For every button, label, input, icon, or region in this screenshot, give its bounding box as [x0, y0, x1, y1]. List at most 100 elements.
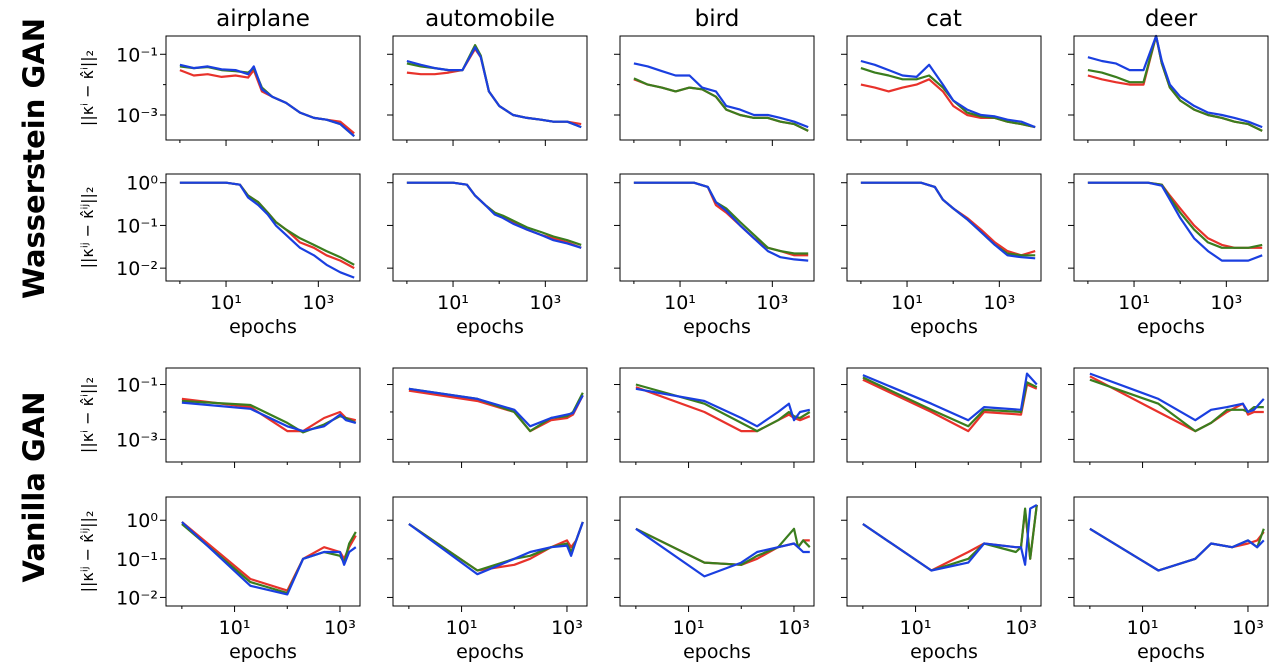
x-axis-label: epochs: [1137, 641, 1205, 663]
series-line-3: [1089, 527, 1265, 572]
column-title-airplane: airplane: [216, 6, 310, 32]
panel-frame: [619, 367, 815, 463]
series-line-3: [860, 59, 1036, 129]
x-tick-label: 10³: [778, 617, 810, 639]
series-line-2: [406, 43, 582, 129]
panel-frame: [165, 35, 361, 141]
panel-frame: [1073, 496, 1269, 607]
series-line-2: [633, 77, 809, 132]
y-tick-label: 10⁻³: [116, 105, 158, 127]
panel-frame: [619, 496, 815, 607]
series-line-3: [862, 372, 1038, 422]
panel-frame: [846, 496, 1042, 607]
series-line-3: [406, 181, 582, 249]
panel-frame: [392, 35, 588, 141]
series-line-3: [635, 527, 810, 578]
panel-frame: [619, 35, 815, 141]
x-tick-label: 10¹: [1127, 617, 1159, 639]
series-line-2: [179, 65, 355, 138]
y-axis-label: ||κⁱ − κ̂ⁱ||₂: [78, 50, 97, 126]
series-line-3: [1089, 372, 1265, 422]
series-line-1: [1087, 181, 1263, 249]
panel-frame: [392, 173, 588, 282]
y-axis-label: ||κⁱʲ − κ̂ⁱʲ||₂: [78, 511, 97, 593]
x-tick-label: 10¹: [900, 617, 932, 639]
x-tick-label: 10³: [756, 292, 788, 314]
series-line-3: [408, 521, 584, 576]
series-line-3: [633, 181, 809, 262]
series-line-3: [179, 181, 355, 279]
series-line-3: [181, 401, 357, 433]
x-axis-label: epochs: [229, 316, 297, 338]
panel-frame: [165, 367, 361, 463]
x-axis-label: epochs: [683, 316, 751, 338]
panel-frame: [165, 496, 361, 607]
column-title-deer: deer: [1145, 6, 1198, 32]
y-tick-label: 10⁻²: [116, 587, 158, 609]
series-line-2: [179, 181, 355, 266]
panel-frame: [619, 173, 815, 282]
x-tick-label: 10¹: [1118, 292, 1150, 314]
x-axis-label: epochs: [683, 641, 751, 663]
series-line-3: [1087, 34, 1263, 129]
x-tick-label: 10³: [529, 292, 561, 314]
x-tick-label: 10¹: [673, 617, 705, 639]
x-tick-label: 10¹: [219, 617, 251, 639]
series-line-2: [1087, 181, 1263, 249]
series-line-2: [862, 376, 1038, 428]
x-axis-label: epochs: [456, 641, 524, 663]
series-line-3: [181, 521, 357, 596]
panel-frame: [1073, 173, 1269, 282]
series-line-3: [406, 46, 582, 129]
x-tick-label: 10¹: [664, 292, 696, 314]
x-tick-label: 10¹: [437, 292, 469, 314]
panel-frame: [1073, 367, 1269, 463]
series-line-2: [181, 523, 357, 595]
panel-frame: [846, 35, 1042, 141]
y-tick-label: 10⁻¹: [116, 44, 158, 66]
y-tick-label: 10⁻³: [116, 429, 158, 451]
x-axis-label: epochs: [910, 641, 978, 663]
series-line-3: [860, 181, 1036, 260]
x-tick-label: 10³: [302, 292, 334, 314]
x-tick-label: 10³: [1005, 617, 1037, 639]
panel-frame: [392, 496, 588, 607]
x-axis-label: epochs: [456, 316, 524, 338]
series-line-3: [635, 387, 811, 428]
series-line-2: [633, 181, 809, 255]
x-tick-label: 10³: [1210, 292, 1242, 314]
y-tick-label: 10⁰: [126, 510, 158, 532]
y-axis-label: ||κⁱʲ − κ̂ⁱʲ||₂: [78, 187, 97, 269]
series-line-1: [406, 47, 582, 126]
x-tick-label: 10³: [1232, 617, 1264, 639]
series-line-1: [860, 181, 1036, 257]
x-axis-label: epochs: [229, 641, 297, 663]
column-title-automobile: automobile: [425, 6, 555, 32]
y-axis-label: ||κⁱ − κ̂ⁱ||₂: [78, 377, 97, 453]
panel-frame: [1073, 35, 1269, 141]
panel-frame: [392, 367, 588, 463]
series-line-2: [1087, 34, 1263, 132]
panel-frame: [846, 173, 1042, 282]
y-tick-label: 10⁻¹: [116, 375, 158, 397]
x-tick-label: 10¹: [891, 292, 923, 314]
column-title-bird: bird: [695, 6, 740, 32]
series-line-2: [1089, 378, 1264, 433]
x-tick-label: 10¹: [210, 292, 242, 314]
x-tick-label: 10³: [324, 617, 356, 639]
x-axis-label: epochs: [1137, 316, 1205, 338]
series-line-2: [635, 383, 811, 433]
series-line-1: [408, 389, 584, 433]
series-line-3: [408, 387, 584, 428]
series-line-1: [1087, 34, 1263, 132]
x-axis-label: epochs: [910, 316, 978, 338]
series-line-2: [860, 181, 1036, 257]
y-tick-label: 10⁰: [126, 173, 158, 195]
y-tick-label: 10⁻¹: [116, 215, 158, 237]
column-title-cat: cat: [926, 6, 962, 32]
x-tick-label: 10¹: [446, 617, 478, 639]
series-line-1: [862, 378, 1038, 433]
y-tick-label: 10⁻¹: [116, 549, 158, 571]
series-line-3: [862, 503, 1038, 572]
